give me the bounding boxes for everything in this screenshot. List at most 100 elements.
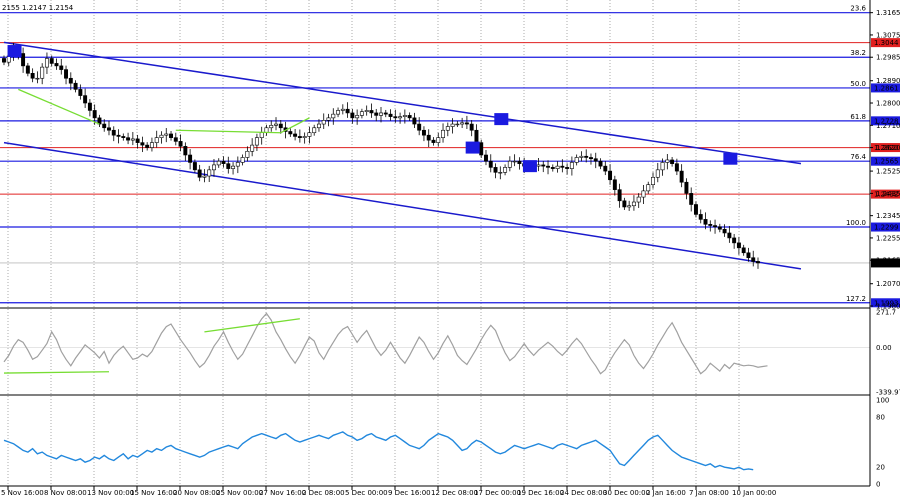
- fib-level-label: 76.4: [850, 153, 866, 161]
- candle-body: [331, 113, 336, 119]
- candle-body: [398, 116, 403, 119]
- candle-body: [102, 123, 107, 129]
- candle-body: [149, 142, 154, 148]
- candle-body: [565, 167, 570, 169]
- price-tick-label: 1.2435: [876, 190, 900, 198]
- signal-marker: [465, 141, 480, 154]
- candle-body: [212, 164, 216, 171]
- price-tick-label: 1.2070: [876, 280, 900, 288]
- candle-body: [417, 123, 422, 131]
- candle-body: [49, 58, 54, 64]
- fib-level-label: 127.2: [846, 295, 866, 303]
- candle-body: [59, 65, 64, 70]
- candle-body: [173, 137, 178, 142]
- candle-body: [741, 247, 746, 254]
- candle-body: [202, 175, 207, 178]
- candle-body: [479, 142, 484, 156]
- candle-body: [87, 102, 92, 111]
- candle-body: [670, 159, 675, 164]
- fib-price-tag-text: 1.1993: [874, 299, 899, 307]
- fib-level-label: 100.0: [846, 219, 866, 227]
- x-tick-label: 10 Jan 00:00: [732, 489, 776, 497]
- candle-body: [450, 123, 455, 127]
- ohlc-readout: 2155 1.2147 1.2154: [2, 4, 74, 12]
- candle-body: [68, 77, 73, 84]
- candle-body: [107, 127, 111, 131]
- price-tick-label: 1.2345: [876, 212, 900, 220]
- rsi-tick-label: 0: [876, 481, 880, 489]
- candle-body: [507, 160, 512, 168]
- candle-body: [350, 112, 355, 119]
- candle-body: [455, 123, 460, 126]
- x-tick-label: 15 Nov 16:00: [130, 489, 177, 497]
- candle-body: [188, 154, 193, 163]
- candle-body: [593, 158, 598, 162]
- price-tick-label: 1.2165: [876, 257, 900, 265]
- candle-body: [383, 112, 388, 115]
- candle-body: [441, 129, 446, 138]
- price-divergence-line: [18, 88, 100, 125]
- candle-body: [631, 201, 636, 207]
- candle-body: [717, 226, 722, 230]
- rsi-panel: 100 80 20 0: [3, 397, 889, 489]
- candle-body: [192, 162, 197, 171]
- price-tick-label: 1.2710: [876, 122, 900, 130]
- candle-body: [560, 165, 565, 168]
- fib-price-tag-text: 1.2565: [874, 158, 899, 166]
- candle-body: [517, 160, 522, 164]
- candle-body: [727, 232, 732, 239]
- candle-body: [512, 160, 517, 163]
- candle-body: [355, 115, 360, 119]
- candle-body: [73, 82, 78, 90]
- candle-body: [316, 123, 321, 129]
- candle-body: [250, 144, 255, 152]
- rsi-tick-label: 20: [876, 464, 885, 472]
- signal-marker: [494, 113, 509, 126]
- candle-body: [183, 146, 188, 156]
- price-tick-label: 1.2620: [876, 144, 900, 152]
- candle-body: [708, 224, 713, 226]
- candle-body: [259, 132, 264, 138]
- signal-marker: [7, 45, 22, 58]
- candle-body: [302, 136, 307, 138]
- candle-body: [655, 169, 660, 178]
- x-tick-label: 7 Jan 08:00: [689, 489, 729, 497]
- candle-body: [245, 150, 250, 158]
- candle-body: [722, 228, 727, 234]
- level-price-tag-text: 1.2432: [874, 191, 899, 199]
- candle-body: [589, 157, 593, 160]
- x-tick-label: 17 Dec 00:00: [474, 489, 521, 497]
- candle-body: [369, 110, 374, 114]
- candle-body: [617, 189, 622, 202]
- candle-body: [83, 95, 88, 104]
- x-tick-label: 13 Nov 00:00: [87, 489, 134, 497]
- candle-body: [412, 117, 417, 125]
- candle-body: [135, 138, 140, 143]
- x-tick-label: 25 Nov 00:00: [216, 489, 263, 497]
- candle-body: [364, 110, 369, 112]
- candle-body: [278, 123, 283, 129]
- x-tick-label: 2 Jan 16:00: [646, 489, 686, 497]
- price-tick-label: 1.2255: [876, 234, 900, 242]
- x-tick-label: 2 Dec 08:00: [302, 489, 345, 497]
- fib-level-label: 50.0: [850, 80, 866, 88]
- candle-body: [665, 159, 670, 163]
- level-price-tag: [871, 143, 900, 153]
- x-tick-label: 27 Nov 16:00: [259, 489, 306, 497]
- candle-body: [407, 115, 412, 119]
- fib-price-tag: [871, 298, 900, 308]
- price-divergence-line: [280, 117, 310, 134]
- price-tick-label: 1.2890: [876, 77, 900, 85]
- candle-body: [111, 129, 116, 136]
- candle-body: [436, 137, 441, 143]
- candle-body: [445, 126, 450, 131]
- fib-price-tag: [871, 156, 900, 166]
- candle-body: [674, 163, 679, 172]
- candle-body: [550, 167, 555, 169]
- candle-body: [684, 181, 689, 194]
- candle-body: [598, 160, 603, 167]
- candle-body: [484, 154, 488, 162]
- x-tick-label: 9 Dec 16:00: [388, 489, 431, 497]
- cci-divergence-line: [204, 318, 300, 333]
- candle-body: [746, 252, 751, 259]
